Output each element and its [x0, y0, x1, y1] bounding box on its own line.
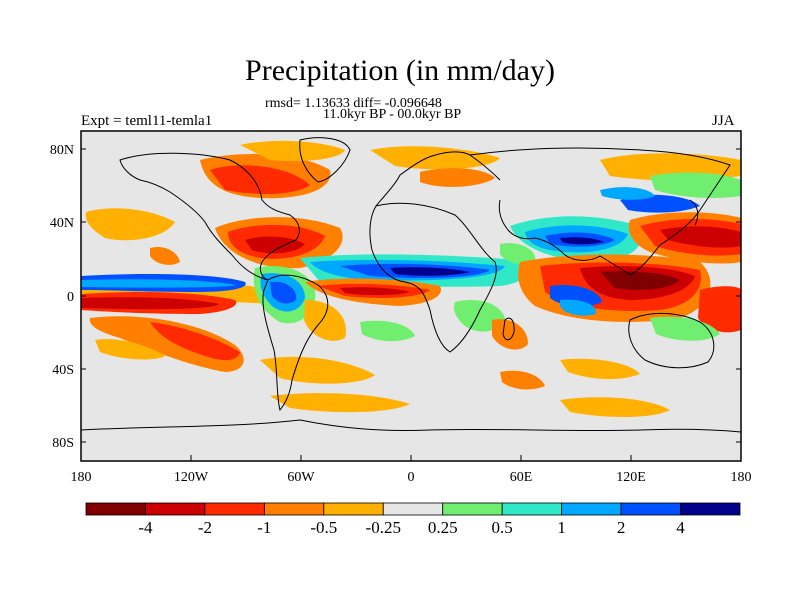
field-blob — [150, 246, 180, 265]
colorbar-label: -0.25 — [366, 518, 401, 537]
field-blob — [390, 267, 470, 276]
field-blob — [360, 320, 415, 342]
colorbar-label: 2 — [617, 518, 626, 537]
x-tick-label: 120W — [174, 470, 209, 485]
x-tick-label: 180 — [71, 470, 92, 485]
colorbar-label: 4 — [676, 518, 685, 537]
colorbar-box — [382, 502, 444, 516]
coast-eurasia — [469, 147, 731, 276]
field-blob — [370, 146, 500, 170]
colorbar-box — [204, 502, 265, 516]
coast-south-america — [262, 274, 329, 412]
field-blob — [420, 168, 495, 187]
field-blob — [245, 236, 305, 254]
coast-africa — [369, 202, 497, 353]
colorbar-label: -0.5 — [310, 518, 337, 537]
field-blob — [660, 226, 741, 248]
colorbar-label: 0.25 — [428, 518, 458, 537]
field-blob — [492, 319, 528, 350]
x-tick-label: 60W — [287, 470, 315, 485]
y-tick-label: 40S — [52, 363, 74, 378]
field-blob — [260, 356, 375, 384]
colorbar-box — [501, 502, 563, 516]
field-blob — [89, 316, 244, 372]
coast-europe — [375, 151, 501, 207]
colorbar-label: -4 — [138, 518, 153, 537]
y-tick-label: 40N — [50, 216, 74, 231]
field-blob — [500, 370, 545, 390]
stats-text: rmsd= 1.13633 diff= -0.096648 — [265, 96, 442, 111]
coastlines — [81, 137, 741, 433]
colorbar-box — [561, 502, 622, 516]
field-blob — [81, 297, 220, 310]
field-blob — [270, 393, 410, 413]
coast-japan — [689, 199, 699, 226]
plot-title: Precipitation (in mm/day) — [245, 54, 555, 87]
field-blob — [500, 243, 536, 265]
colorbar-box — [620, 502, 681, 516]
coast-greenland — [299, 137, 351, 183]
x-tick-label: 0 — [408, 470, 415, 485]
y-tick-label: 80S — [52, 436, 74, 451]
coast-north-america — [119, 152, 300, 281]
field-blob — [600, 187, 655, 200]
coast-madagascar — [502, 317, 515, 341]
y-tick-label: 80N — [50, 143, 74, 158]
field-blob — [560, 237, 604, 245]
colorbar-label: -2 — [198, 518, 212, 537]
season-label: JJA — [712, 113, 735, 129]
x-tick-label: 180 — [731, 470, 752, 485]
x-tick-label: 120E — [616, 470, 646, 485]
x-tick-labels: 180 120W 60W 0 60E 120E 180 — [71, 470, 752, 485]
colorbar-box — [323, 502, 384, 516]
colorbar-box — [85, 502, 146, 516]
colorbar — [85, 502, 741, 516]
field-blob — [240, 140, 345, 162]
period-text: 11.0kyr BP - 00.0kyr BP — [323, 107, 462, 122]
y-tick-labels: 80N 40N 0 40S 80S — [50, 143, 74, 451]
field-blob — [81, 279, 236, 288]
field-blob — [560, 299, 597, 316]
colorbar-label: -1 — [257, 518, 271, 537]
colorbar-label: 1 — [557, 518, 566, 537]
colorbar-box — [680, 502, 741, 516]
field-blob — [270, 281, 297, 304]
experiment-label: Expt = teml11-temla1 — [81, 113, 213, 129]
field-blob — [600, 271, 680, 290]
field-blob — [85, 208, 175, 241]
colorbar-box — [442, 502, 503, 516]
field-blob — [340, 287, 410, 296]
colorbar-label: 0.5 — [492, 518, 513, 537]
field-blob — [698, 286, 741, 333]
field-blob — [560, 397, 670, 417]
tick-marks — [80, 148, 742, 461]
x-tick-label: 60E — [510, 470, 533, 485]
field-blob — [150, 322, 240, 361]
field-blob — [304, 300, 346, 341]
colorbar-box — [263, 502, 325, 516]
coast-australia — [628, 312, 715, 369]
field-blob — [650, 316, 720, 341]
map-field — [81, 131, 741, 461]
field-blob — [210, 165, 310, 195]
field-blob — [95, 339, 165, 360]
field-blob — [560, 358, 640, 380]
y-tick-label: 0 — [67, 290, 74, 305]
coast-antarctica — [81, 419, 741, 433]
colorbar-box — [145, 502, 206, 516]
field-blob — [650, 172, 741, 198]
colorbar-labels: -4 -2 -1 -0.5 -0.25 0.25 0.5 1 2 4 — [138, 518, 685, 537]
